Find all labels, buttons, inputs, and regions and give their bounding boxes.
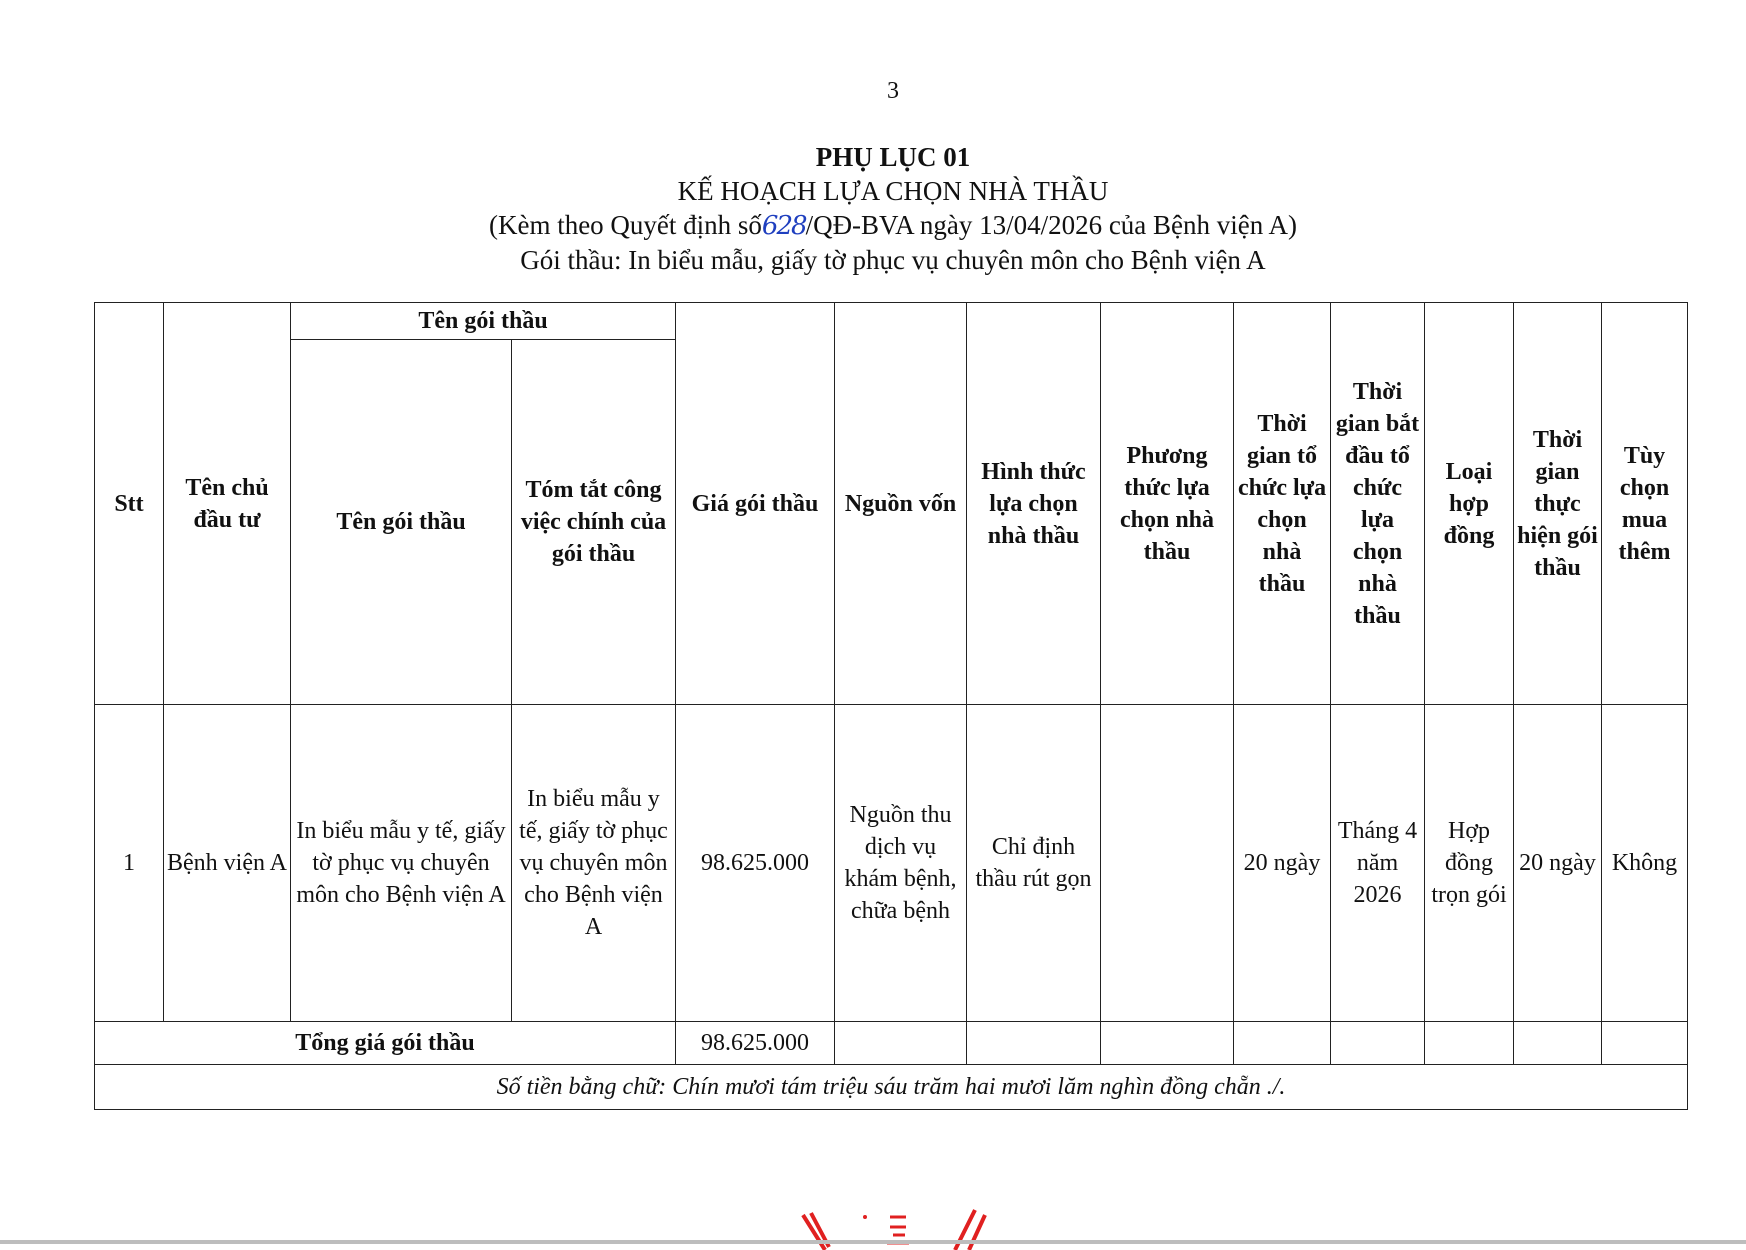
header-option: Tùy chọn mua thêm (1601, 302, 1688, 705)
table-row: 1 Bệnh viện A In biểu mẫu y tế, giấy tờ … (94, 704, 1688, 1022)
cell-summary: In biểu mẫu y tế, giấy tờ phục vụ chuyên… (511, 704, 676, 1022)
header-exec-time: Thời gian thực hiện gói thầu (1513, 302, 1602, 705)
package-title: Gói thầu: In biểu mẫu, giấy tờ phục vụ c… (520, 245, 1266, 275)
cell-exec-time: 20 ngày (1513, 704, 1602, 1022)
decision-prefix: (Kèm theo Quyết định số (488, 210, 762, 240)
header-price: Giá gói thầu (675, 302, 835, 705)
decision-reference: (Kèm theo Quyết định số628/QĐ-BVA ngày 1… (0, 208, 1746, 243)
header-method: Phương thức lựa chọn nhà thầu (1100, 302, 1234, 705)
cell-form: Chỉ định thầu rút gọn (966, 704, 1101, 1022)
header-package-group: Tên gói thầu (290, 302, 676, 340)
total-value: 98.625.000 (675, 1021, 835, 1065)
header-form: Hình thức lựa chọn nhà thầu (966, 302, 1101, 705)
cell-option: Không (1601, 704, 1688, 1022)
appendix-title: PHỤ LỤC 01 (815, 142, 971, 172)
scan-edge (0, 1240, 1746, 1244)
header-owner: Tên chủ đầu tư (163, 302, 291, 705)
cell-fund: Nguồn thu dịch vụ khám bệnh, chữa bệnh (834, 704, 967, 1022)
total-row: Tổng giá gói thầu 98.625.000 (94, 1021, 1688, 1065)
header-start-time: Thời gian bắt đầu tổ chức lựa chọn nhà t… (1330, 302, 1425, 705)
cell-contract-type: Hợp đồng trọn gói (1424, 704, 1514, 1022)
cell-owner: Bệnh viện A (163, 704, 291, 1022)
page-number: 3 (887, 78, 899, 104)
header-org-time: Thời gian tổ chức lựa chọn nhà thầu (1233, 302, 1331, 705)
cell-method (1100, 704, 1234, 1022)
header-contract-type: Loại hợp đồng (1424, 302, 1514, 705)
cell-stt: 1 (94, 704, 164, 1022)
document-header: PHỤ LỤC 01 KẾ HOẠCH LỰA CHỌN NHÀ THẦU (K… (0, 140, 1746, 277)
bidding-plan-table: Stt Tên chủ đầu tư Tên gói thầu Giá gói … (94, 302, 1688, 1110)
header-fund: Nguồn vốn (834, 302, 967, 705)
header-stt: Stt (94, 302, 164, 705)
amount-in-words: Số tiền bằng chữ: Chín mươi tám triệu sá… (94, 1064, 1688, 1110)
header-summary: Tóm tắt công việc chính của gói thầu (511, 339, 676, 705)
cell-start-time: Tháng 4 năm 2026 (1330, 704, 1425, 1022)
decision-suffix: /QĐ-BVA ngày 13/04/2026 của Bệnh viện A) (805, 210, 1298, 240)
cell-price: 98.625.000 (675, 704, 835, 1022)
cell-package-name: In biểu mẫu y tế, giấy tờ phục vụ chuyên… (290, 704, 512, 1022)
amount-words-row: Số tiền bằng chữ: Chín mươi tám triệu sá… (94, 1064, 1688, 1110)
handwritten-decision-number: 628 (761, 211, 808, 241)
total-label: Tổng giá gói thầu (94, 1021, 676, 1065)
header-package-name: Tên gói thầu (290, 339, 512, 705)
plan-title: KẾ HOẠCH LỰA CHỌN NHÀ THẦU (677, 176, 1109, 206)
cell-org-time: 20 ngày (1233, 704, 1331, 1022)
